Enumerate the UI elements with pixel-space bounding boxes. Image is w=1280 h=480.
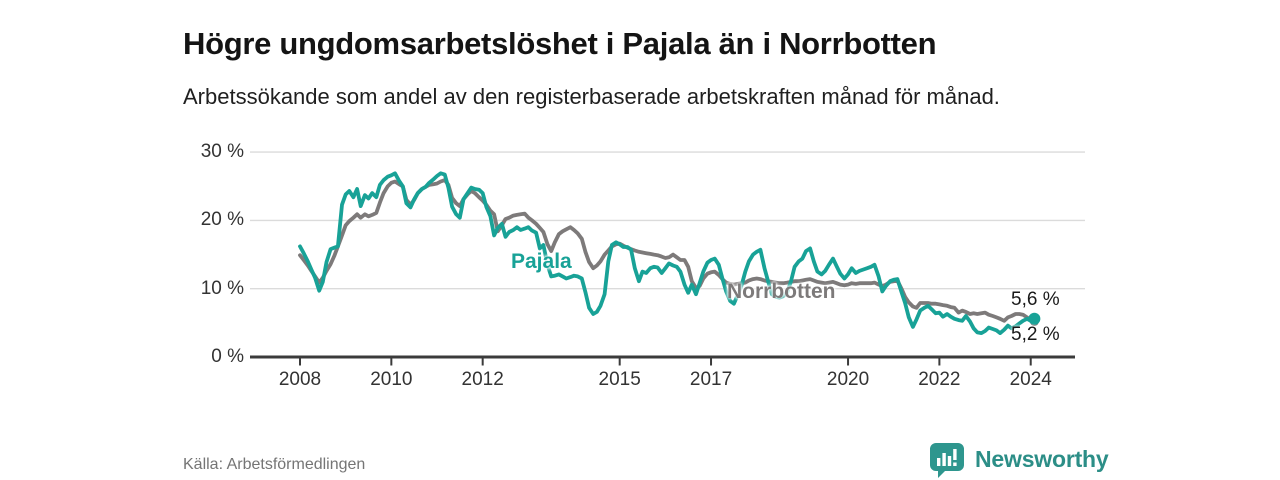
series-label-pajala: Pajala [511, 250, 572, 273]
newsworthy-logo: Newsworthy [928, 441, 1109, 478]
x-axis-label: 2008 [278, 369, 322, 390]
end-dot-pajala [1028, 312, 1041, 325]
y-axis-label: 30 % [200, 141, 244, 163]
line-pajala [298, 171, 1037, 336]
x-axis-label: 2024 [1009, 369, 1052, 390]
series-label-norrbotten: Norrbotten [727, 280, 836, 303]
y-axis-label: 10 % [200, 277, 244, 299]
x-axis-label: 2012 [461, 369, 504, 390]
x-axis-label: 2010 [370, 369, 413, 390]
end-value-label-pajala: 5,6 % [1011, 289, 1060, 310]
x-axis-label: 2015 [598, 369, 641, 390]
chart-title: Högre ungdomsarbetslöshet i Pajala än i … [183, 25, 937, 61]
newsworthy-logo-text: Newsworthy [975, 446, 1109, 472]
y-axis-label: 0 % [211, 346, 244, 367]
end-value-label-norrbotten: 5,2 % [1011, 324, 1060, 345]
y-axis-label: 20 % [200, 209, 244, 231]
chart-subtitle: Arbetssökande som andel av den registerb… [183, 84, 1000, 109]
line-norrbotten [298, 178, 1037, 324]
newsworthy-logo-icon [928, 441, 966, 478]
x-axis-label: 2022 [918, 369, 961, 390]
x-axis-label: 2017 [689, 369, 733, 390]
x-axis-label: 2020 [826, 369, 870, 390]
source-note: Källa: Arbetsförmedlingen [183, 456, 366, 473]
